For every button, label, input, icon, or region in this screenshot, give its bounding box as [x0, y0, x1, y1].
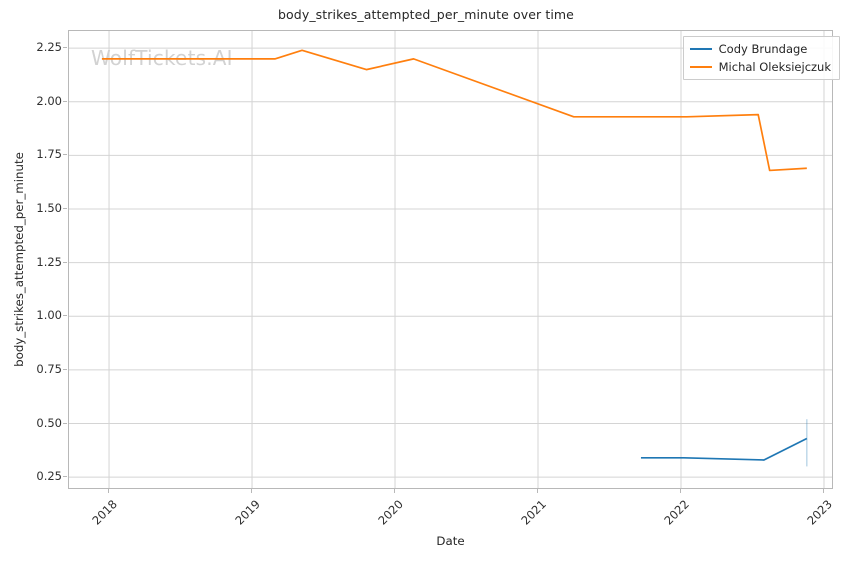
y-tick-mark [63, 368, 67, 370]
y-tick-mark [63, 154, 67, 156]
y-axis-ticks: 0.25 0.50 0.75 1.00 1.25 1.50 1.75 2.00 2.25 [0, 30, 67, 489]
data-series-layer [101, 49, 808, 467]
legend-swatch-icon [689, 48, 712, 50]
y-tick-label: 2.25 [36, 40, 62, 55]
y-tick-mark [63, 47, 67, 49]
y-tick-mark [63, 476, 67, 478]
y-tick-mark [63, 422, 67, 424]
x-axis-ticks: 2018 2019 2020 2021 2022 2023 [68, 489, 835, 559]
watermark-text: WolfTickets.AI [91, 46, 233, 70]
legend-swatch-icon [689, 66, 712, 68]
x-tick-mark [680, 489, 681, 493]
plot-area: WolfTickets.AI [68, 30, 833, 489]
x-tick-mark [251, 489, 253, 493]
x-axis-label: Date [436, 534, 465, 548]
y-tick-label: 1.00 [36, 308, 62, 323]
y-tick-mark [63, 100, 67, 102]
chart-legend: Cody Brundage Michal Oleksiejczuk [682, 36, 840, 80]
x-tick-mark [822, 489, 824, 493]
chart-title: body_strikes_attempted_per_minute over t… [278, 7, 574, 22]
y-tick-label: 1.25 [36, 254, 62, 269]
y-tick-label: 1.75 [36, 147, 62, 162]
x-tick-mark [537, 489, 538, 493]
legend-item[interactable]: Cody Brundage [689, 42, 831, 56]
legend-item[interactable]: Michal Oleksiejczuk [689, 60, 831, 74]
grid-lines [69, 31, 832, 488]
legend-label: Michal Oleksiejczuk [718, 60, 831, 74]
series-line-0 [640, 437, 808, 461]
y-tick-label: 0.25 [36, 469, 62, 484]
y-tick-label: 1.50 [36, 201, 62, 216]
watermark-layer: WolfTickets.AI [69, 31, 832, 488]
y-tick-label: 0.75 [36, 361, 62, 376]
x-tick-mark [108, 489, 110, 493]
legend-label: Cody Brundage [718, 42, 808, 56]
y-tick-label: 2.00 [36, 93, 62, 108]
y-tick-label: 0.50 [36, 415, 62, 430]
y-tick-mark [63, 315, 67, 317]
y-tick-mark [63, 208, 67, 210]
x-tick-mark [394, 489, 396, 493]
series-line-1 [101, 49, 807, 172]
y-tick-mark [63, 261, 67, 263]
